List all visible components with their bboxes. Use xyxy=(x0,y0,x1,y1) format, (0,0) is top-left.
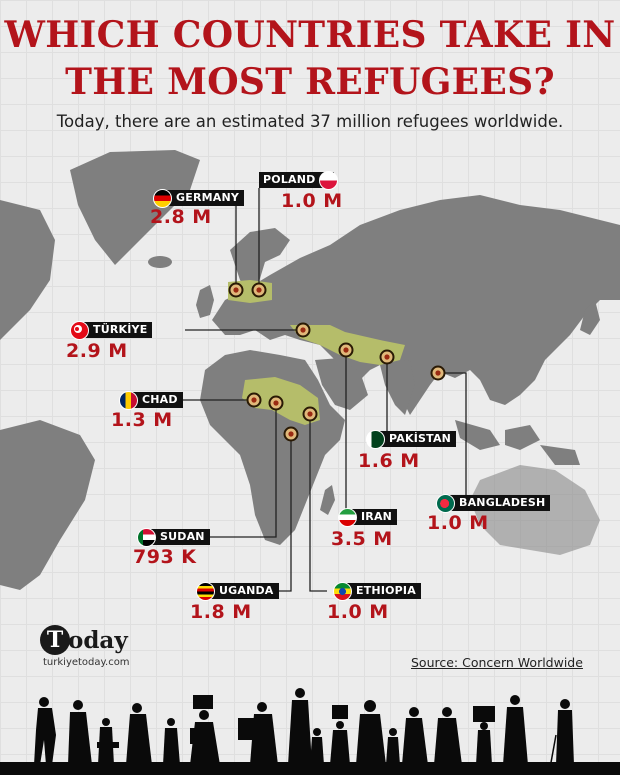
sudan-flag-icon xyxy=(137,527,156,547)
greenland-shape xyxy=(70,150,200,265)
today-logo: T oday xyxy=(40,625,128,655)
title-line-1: WHICH COUNTRIES TAKE IN xyxy=(4,14,616,56)
marker-ethiopia xyxy=(302,406,318,422)
marker-pakistan xyxy=(379,349,395,365)
iran-flag-icon xyxy=(338,507,357,527)
value-ethiopia: 1.0 M xyxy=(327,601,389,623)
turkey-flag-icon xyxy=(70,320,89,340)
refugee-silhouettes-icon xyxy=(0,688,620,775)
poland-flag-icon xyxy=(319,170,339,190)
label-germany: GERMANY xyxy=(153,188,245,208)
chad-flag-icon xyxy=(119,390,138,410)
bangladesh-flag-icon xyxy=(436,493,455,513)
value-sudan: 793 K xyxy=(133,546,197,568)
label-uganda: UGANDA xyxy=(196,581,279,601)
label-turkiye: TÜRKİYE xyxy=(70,320,153,340)
logo-text: oday xyxy=(68,626,128,654)
title-line-2: THE MOST REFUGEES? xyxy=(65,61,555,103)
uganda-flag-icon xyxy=(196,581,215,601)
label-iran: IRAN xyxy=(338,507,398,527)
marker-uganda xyxy=(283,426,299,442)
value-iran: 3.5 M xyxy=(331,528,393,550)
marker-sudan xyxy=(268,395,284,411)
page-title: WHICH COUNTRIES TAKE IN THE MOST REFUGEE… xyxy=(0,12,620,106)
label-bangladesh: BANGLADESH xyxy=(436,493,551,513)
label-poland: POLAND xyxy=(259,170,339,190)
value-germany: 2.8 M xyxy=(150,206,212,228)
value-chad: 1.3 M xyxy=(111,409,173,431)
value-turkiye: 2.9 M xyxy=(66,340,128,362)
south-america-shape xyxy=(0,420,95,590)
marker-bangladesh xyxy=(430,365,446,381)
subtitle: Today, there are an estimated 37 million… xyxy=(56,112,564,131)
label-ethiopia: ETHIOPIA xyxy=(333,581,421,601)
north-america-shape xyxy=(0,200,55,340)
location-markers xyxy=(228,282,446,442)
marker-germany xyxy=(228,282,244,298)
ethiopia-flag-icon xyxy=(333,581,352,601)
value-pakistan: 1.6 M xyxy=(358,450,420,472)
label-sudan: SUDAN xyxy=(137,527,210,547)
value-uganda: 1.8 M xyxy=(190,601,252,623)
website-url: turkiyetoday.com xyxy=(43,657,130,668)
logo-circle-icon: T xyxy=(40,625,70,655)
label-chad: CHAD xyxy=(119,390,183,410)
value-poland: 1.0 M xyxy=(281,190,343,212)
pakistan-flag-icon xyxy=(366,429,385,449)
marker-poland xyxy=(251,282,267,298)
germany-flag-icon xyxy=(153,188,172,208)
value-bangladesh: 1.0 M xyxy=(427,512,489,534)
eurasia-shape xyxy=(212,195,620,415)
label-pakistan: PAKİSTAN xyxy=(366,429,457,449)
leader-lines xyxy=(175,188,467,592)
source-credit: Source: Concern Worldwide xyxy=(411,655,583,670)
marker-turkiye xyxy=(295,322,311,338)
marker-chad xyxy=(246,392,262,408)
marker-iran xyxy=(338,342,354,358)
